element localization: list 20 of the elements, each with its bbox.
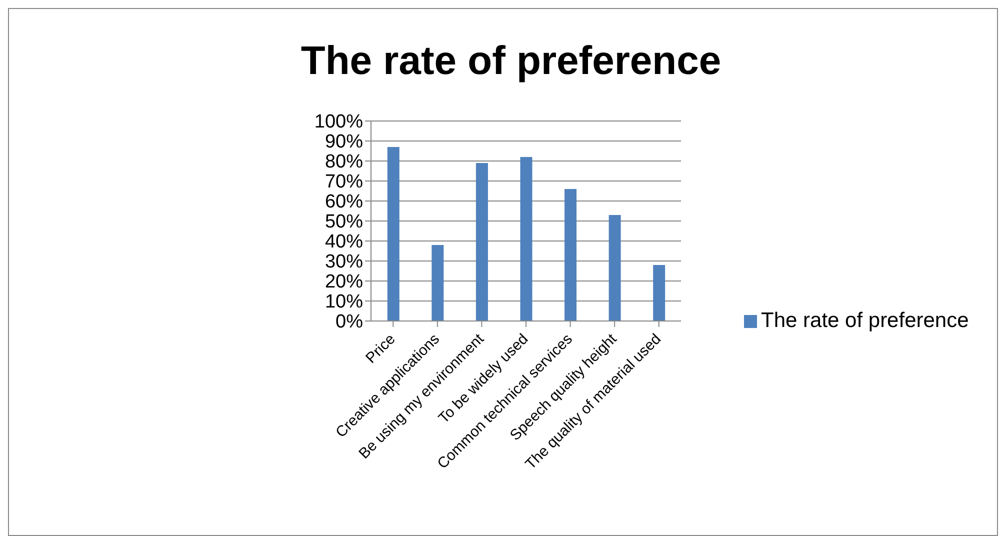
bar [653,265,666,321]
y-tick-label: 80% [324,152,364,173]
chart-title: The rate of preference [300,39,722,84]
y-tick-label: 50% [324,212,364,233]
y-tick-label: 60% [324,192,364,213]
y-tick-label: 0% [336,312,364,333]
bar [564,189,577,321]
legend-label: The rate of preference [761,309,969,332]
bar [608,215,621,321]
y-tick-label: 30% [324,252,364,273]
y-tick-label: 100% [314,112,364,133]
bar [432,245,444,321]
y-tick-label: 10% [324,292,364,313]
y-tick-label: 90% [324,132,364,153]
bar [520,157,532,321]
y-tick-label: 20% [324,272,364,293]
y-tick-label: 70% [324,172,364,193]
bar [387,147,400,321]
bar [476,163,488,321]
y-tick-label: 40% [324,232,364,253]
